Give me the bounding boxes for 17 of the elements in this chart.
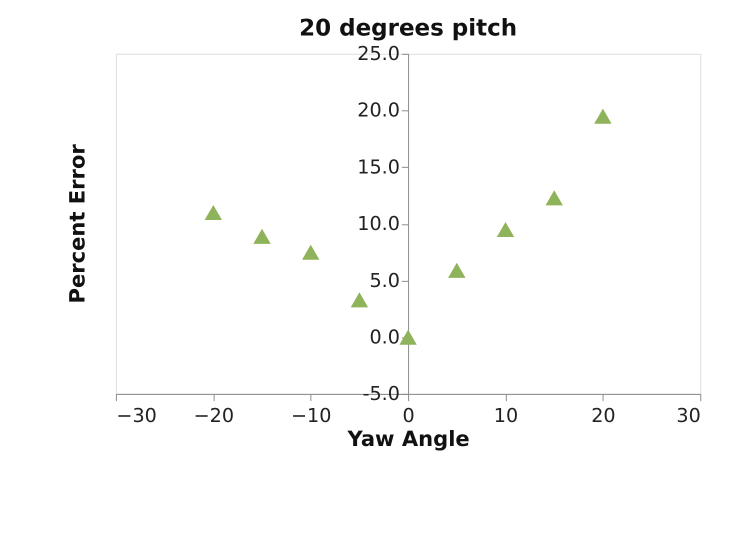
y-tick-label: 5.0 (370, 268, 400, 292)
y-tick-label: 10.0 (357, 212, 400, 236)
x-tick-label: 30 (676, 404, 701, 428)
x-tick-label: −20 (194, 404, 234, 428)
x-tick-label: 0 (402, 404, 415, 428)
y-tick-label: -5.0 (362, 382, 400, 406)
x-tick-label: −30 (116, 404, 157, 428)
y-tick-label: 15.0 (357, 155, 400, 178)
y-tick-label: 0.0 (370, 325, 400, 348)
y-tick-label: 20.0 (357, 98, 400, 122)
chart-title: 20 degrees pitch (299, 16, 518, 42)
y-axis-title: Percent Error (64, 144, 90, 304)
x-axis-title: Yaw Angle (346, 426, 470, 452)
x-tick-label: −10 (290, 404, 332, 428)
x-tick-label: 20 (591, 404, 616, 428)
x-tick-label: 10 (494, 404, 518, 428)
y-tick-label: 25.0 (357, 42, 400, 66)
